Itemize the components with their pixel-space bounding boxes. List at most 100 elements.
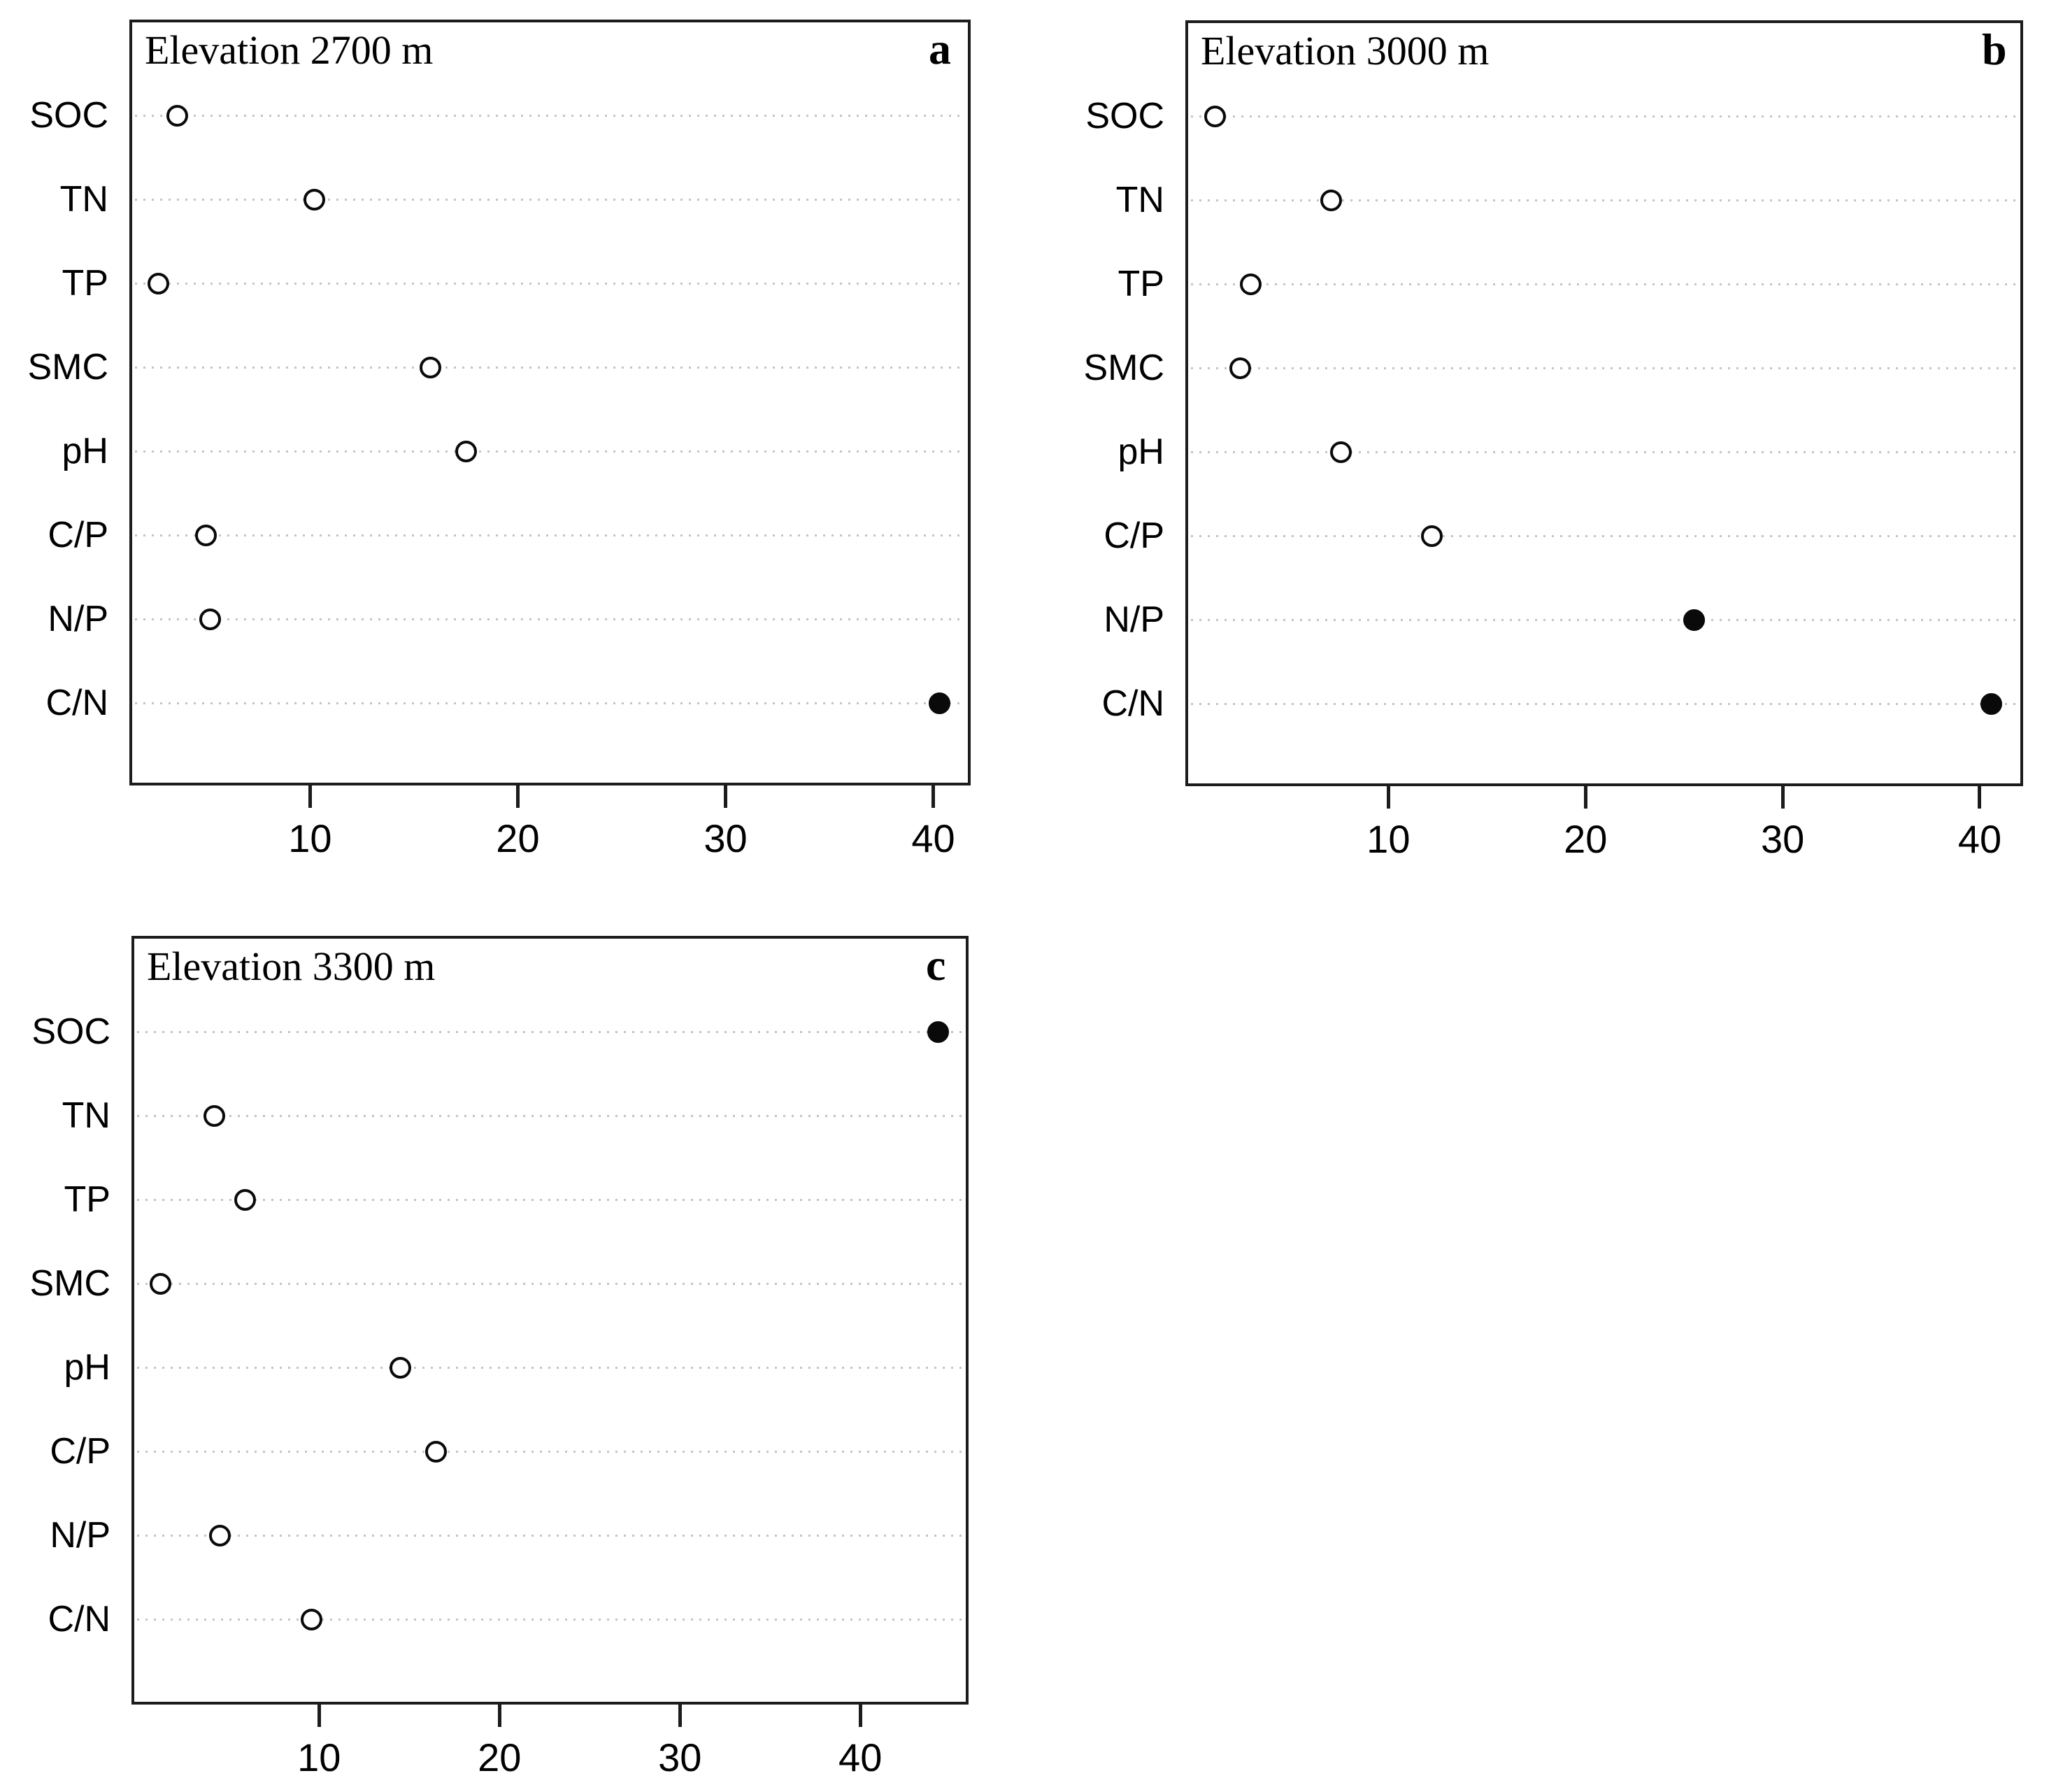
- panel-b-xticklabel-20: 20: [1564, 817, 1608, 861]
- panel-c-ylabel-N-P: N/P: [50, 1515, 110, 1556]
- panel-c-xtick-20: [497, 1705, 501, 1727]
- panel-b-ylabel-N-P: N/P: [1104, 599, 1164, 640]
- panel-b-ylabel-SMC: SMC: [1083, 348, 1164, 388]
- panel-c-letter: c: [926, 940, 946, 990]
- panel-c-dot-SOC: [927, 1021, 949, 1043]
- panel-b-gridline-pH: [1191, 451, 2018, 453]
- panel-b-ylabel-SOC: SOC: [1085, 96, 1164, 136]
- panel-a-xtick-40: [931, 785, 936, 808]
- panel-c-ylabel-TN: TN: [62, 1095, 110, 1136]
- panel-b-gridline-SOC: [1191, 115, 2018, 118]
- panel-a-dot-SOC: [166, 104, 188, 127]
- panel-b-xtick-10: [1386, 786, 1390, 809]
- panel-c-dot-C-N: [301, 1608, 323, 1630]
- panel-c-ylabel-SOC: SOC: [31, 1011, 110, 1052]
- panel-c-ylabel-C-N: C/N: [48, 1599, 110, 1640]
- panel-a-ylabel-SMC: SMC: [27, 347, 108, 387]
- panel-b-dot-C-N: [1980, 692, 2003, 715]
- panel-c-gridline-C-N: [137, 1619, 963, 1621]
- panel-c-dot-SMC: [149, 1272, 171, 1295]
- panel-b-xtick-20: [1583, 786, 1587, 809]
- panel-a-ylabel-SOC: SOC: [29, 95, 108, 136]
- panel-c-frame: [131, 936, 969, 1705]
- panel-b-ylabel-pH: pH: [1118, 432, 1164, 472]
- panel-b-dot-TN: [1320, 189, 1343, 211]
- panel-a-dot-C-P: [195, 524, 217, 546]
- panel-c-xticklabel-40: 40: [838, 1735, 883, 1779]
- panel-a-gridline-TN: [135, 199, 965, 201]
- panel-a-xtick-10: [308, 785, 312, 808]
- panel-a-xticklabel-10: 10: [288, 816, 332, 860]
- panel-b-dot-pH: [1330, 441, 1352, 463]
- panel-a-xtick-30: [723, 785, 727, 808]
- panel-a-gridline-C-P: [135, 534, 965, 536]
- panel-c-ylabel-pH: pH: [64, 1347, 110, 1388]
- panel-c-gridline-TP: [137, 1199, 963, 1201]
- panel-b-ylabel-TN: TN: [1115, 180, 1164, 220]
- panel-b-dot-C-P: [1420, 525, 1443, 547]
- panel-c-xticklabel-10: 10: [297, 1735, 341, 1779]
- panel-b-dot-SMC: [1229, 357, 1252, 379]
- panel-b-dot-N-P: [1683, 609, 1705, 631]
- panel-c-dot-C-P: [425, 1440, 448, 1463]
- panel-a-ylabel-C-N: C/N: [45, 683, 108, 723]
- panel-c-title: Elevation 3300 m: [147, 944, 436, 989]
- panel-c-dot-pH: [389, 1356, 411, 1379]
- panel-a-gridline-C-N: [135, 702, 965, 704]
- panel-b-xticklabel-10: 10: [1366, 817, 1411, 861]
- panel-a-xticklabel-40: 40: [911, 816, 955, 860]
- panel-b-ylabel-C-P: C/P: [1104, 515, 1164, 556]
- panel-c-gridline-SOC: [137, 1031, 963, 1033]
- panel-c-gridline-SMC: [137, 1283, 963, 1285]
- panel-b-letter: b: [1982, 24, 2007, 74]
- panel-b-xtick-30: [1780, 786, 1785, 809]
- panel-a-gridline-pH: [135, 450, 965, 453]
- panel-a-dot-TP: [148, 272, 170, 294]
- panel-b-gridline-TP: [1191, 283, 2018, 285]
- panel-b-gridline-C-N: [1191, 703, 2018, 705]
- panel-a-dot-TN: [303, 188, 325, 211]
- panel-a-gridline-N-P: [135, 618, 965, 620]
- panel-b-gridline-N-P: [1191, 619, 2018, 621]
- panel-b-gridline-SMC: [1191, 367, 2018, 369]
- panel-c-xticklabel-30: 30: [658, 1735, 702, 1779]
- panel-b-ylabel-C-N: C/N: [1101, 683, 1164, 724]
- panel-b-dot-TP: [1239, 273, 1262, 295]
- panel-c-gridline-N-P: [137, 1535, 963, 1537]
- panel-c-xtick-10: [317, 1705, 321, 1727]
- panel-a-gridline-SOC: [135, 115, 965, 117]
- panel-c-ylabel-C-P: C/P: [50, 1431, 110, 1472]
- panel-b-ylabel-TP: TP: [1118, 264, 1164, 304]
- panel-a-ylabel-TP: TP: [62, 263, 108, 304]
- panel-a-letter: a: [929, 24, 951, 73]
- panel-a-ylabel-C-P: C/P: [48, 515, 108, 555]
- panel-b-xtick-40: [1978, 786, 1982, 809]
- panel-c-ylabel-TP: TP: [64, 1179, 110, 1220]
- panel-a-xticklabel-20: 20: [496, 816, 540, 860]
- panel-a-dot-SMC: [420, 356, 442, 378]
- panel-c-ylabel-SMC: SMC: [29, 1263, 110, 1304]
- panel-a-title: Elevation 2700 m: [145, 27, 434, 73]
- panel-a-frame: [129, 20, 971, 785]
- panel-a-dot-C-N: [928, 692, 950, 714]
- panel-c-xtick-30: [678, 1705, 682, 1727]
- panel-b-xticklabel-30: 30: [1760, 817, 1805, 861]
- panel-c-xtick-40: [858, 1705, 862, 1727]
- panel-c-gridline-pH: [137, 1367, 963, 1369]
- panel-b-dot-SOC: [1204, 105, 1226, 127]
- panel-b-title: Elevation 3000 m: [1201, 28, 1490, 73]
- panel-a-gridline-TP: [135, 283, 965, 285]
- panel-a-ylabel-pH: pH: [62, 431, 108, 471]
- panel-a-xticklabel-30: 30: [704, 816, 748, 860]
- panel-b-xticklabel-40: 40: [1957, 817, 2002, 861]
- panel-a-gridline-SMC: [135, 367, 965, 369]
- panel-a-ylabel-TN: TN: [59, 179, 108, 220]
- panel-b-gridline-C-P: [1191, 535, 2018, 537]
- panel-c-gridline-C-P: [137, 1451, 963, 1453]
- panel-c-dot-TN: [204, 1104, 226, 1127]
- panel-c-dot-TP: [234, 1188, 257, 1211]
- panel-c-dot-N-P: [208, 1524, 231, 1546]
- panel-b-frame: [1185, 20, 2023, 786]
- panel-a-xtick-20: [515, 785, 520, 808]
